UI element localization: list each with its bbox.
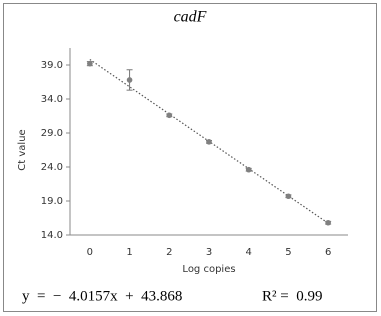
x-axis-label: Log copies — [182, 264, 235, 275]
y-tick-label: 39.0 — [41, 60, 63, 71]
r-squared: R² = 0.99 — [262, 288, 322, 304]
x-tick-label: 4 — [246, 247, 252, 258]
point — [166, 112, 173, 119]
y-tick-label: 24.0 — [41, 162, 63, 173]
point — [325, 219, 331, 226]
y-axis-label: Ct value — [17, 129, 28, 170]
chart-title: cadF — [174, 9, 207, 26]
frame — [3, 3, 377, 312]
point — [206, 139, 212, 145]
y-tick-label: 34.0 — [41, 94, 63, 105]
x-tick-label: 3 — [206, 247, 212, 258]
y-tick-label: 19.0 — [41, 196, 63, 207]
point — [87, 60, 93, 67]
x-tick-label: 0 — [87, 247, 93, 258]
point — [285, 193, 292, 200]
x-tick-label: 5 — [285, 247, 291, 258]
point — [126, 77, 133, 83]
equation: y = − 4.0157x + 43.868 — [22, 288, 182, 304]
x-tick-label: 2 — [166, 247, 172, 258]
y-tick-label: 29.0 — [41, 128, 63, 139]
x-tick-label: 1 — [126, 247, 132, 258]
point — [245, 166, 252, 173]
x-tick-label: 6 — [325, 247, 331, 258]
y-tick-label: 14.0 — [41, 230, 63, 241]
